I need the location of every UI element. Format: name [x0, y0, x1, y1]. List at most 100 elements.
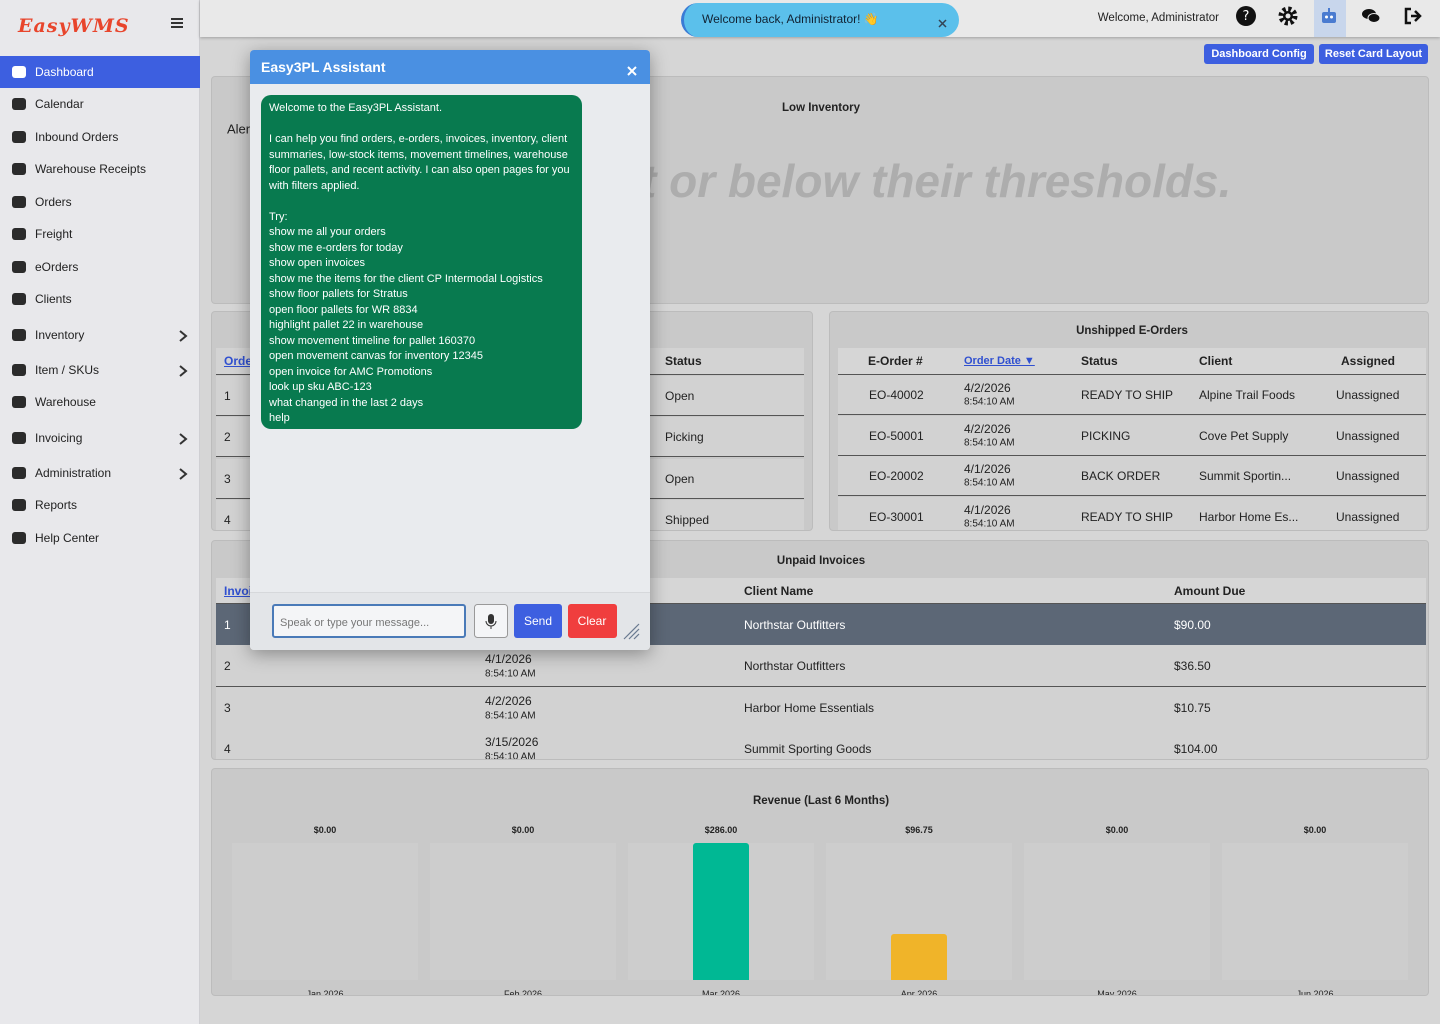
nav-icon-glyph	[12, 196, 26, 208]
nav-item[interactable]: Warehouse Receipts	[0, 153, 200, 185]
assigned: Unassigned	[1336, 469, 1400, 483]
header-icon[interactable]	[1278, 6, 1298, 26]
order-time: 8:54:10 AM	[964, 437, 1015, 449]
nav-icon	[11, 394, 27, 410]
nav-chevron	[178, 432, 188, 445]
send-button[interactable]: Send	[514, 604, 562, 638]
mic-button-glyph	[474, 604, 508, 638]
client-name: Cove Pet Supply	[1199, 429, 1289, 443]
nav-item[interactable]: Calendar	[0, 88, 200, 120]
column-header: Assigned	[1341, 354, 1396, 368]
nav-item[interactable]: Inventory	[0, 319, 200, 351]
table-row	[838, 375, 1426, 415]
toolbar-button[interactable]: Dashboard Config	[1204, 44, 1314, 64]
column-header: Status	[665, 354, 702, 368]
nav-item[interactable]: Item / SKUs	[0, 354, 200, 386]
eorder-status: READY TO SHIP	[1081, 388, 1174, 402]
table-row[interactable]	[216, 645, 1426, 687]
nav-icon	[11, 530, 27, 546]
client-name: Northstar Outfitters	[744, 659, 846, 673]
nav-icon	[11, 291, 27, 307]
nav-chevron	[178, 364, 188, 377]
revenue-card: Revenue (Last 6 Months) $0.00 Jan 2026 $0.0…	[211, 768, 1429, 996]
nav-item[interactable]: Invoicing	[0, 422, 200, 454]
nav-item[interactable]: Administration	[0, 457, 200, 489]
nav-icon	[11, 497, 27, 513]
row-number: 3	[224, 701, 231, 715]
nav-item[interactable]: Help Center	[0, 522, 200, 554]
nav-icon-glyph	[12, 131, 26, 143]
row-number: 2	[224, 659, 231, 673]
nav-item[interactable]: Inbound Orders	[0, 121, 200, 153]
header-icon[interactable]	[1319, 6, 1339, 26]
nav-label: Clients	[35, 292, 72, 306]
order-date: 4/2/2026	[964, 381, 1011, 395]
nav-icon	[11, 64, 27, 80]
suggestion: open invoice for AMC Promotions	[269, 365, 433, 378]
message-input[interactable]: Speak or type your message...	[272, 604, 466, 638]
eorder-status: BACK ORDER	[1081, 469, 1161, 483]
invoice-time: 8:54:10 AM	[485, 668, 536, 680]
nav-label: Warehouse Receipts	[35, 162, 146, 176]
row-number: 2	[224, 430, 231, 444]
value-label: $286.00	[704, 825, 738, 835]
nav-label: Help Center	[35, 531, 100, 545]
mic-button[interactable]	[474, 604, 508, 638]
toolbar-button[interactable]: Reset Card Layout	[1319, 44, 1428, 64]
nav-icon	[11, 226, 27, 242]
menu-toggle-glyph	[171, 18, 183, 28]
message-body: I can help you find orders, e-orders, in…	[269, 133, 570, 192]
column-header: E-Order #	[868, 354, 923, 368]
column-header[interactable]: Order Date ▼	[964, 355, 1035, 367]
eorder-status: READY TO SHIP	[1081, 510, 1174, 524]
category-label: May 2026	[1097, 989, 1137, 996]
nav-label: Freight	[35, 227, 73, 241]
dialog-close[interactable]	[627, 63, 637, 76]
value-label: $0.00	[1303, 825, 1327, 835]
column-header: Client Name	[744, 584, 814, 598]
header-icon-glyph: ?	[1236, 6, 1256, 26]
nav-icon-glyph	[12, 98, 26, 110]
header-icon[interactable]	[1361, 6, 1381, 26]
header-icon[interactable]	[1403, 6, 1423, 26]
nav-item[interactable]: Warehouse	[0, 386, 200, 418]
menu-toggle[interactable]	[170, 16, 184, 30]
nav-icon	[11, 430, 27, 446]
assistant-message: Welcome to the Easy3PL Assistant. I can h…	[261, 95, 582, 429]
nav-item[interactable]: eOrders	[0, 251, 200, 283]
nav-chevron-glyph	[179, 330, 188, 342]
nav-item[interactable]: Reports	[0, 489, 200, 521]
svg-text:?: ?	[1243, 9, 1250, 24]
order-date: 4/1/2026	[964, 462, 1011, 476]
row-number: 4	[224, 742, 231, 756]
resize-handle	[622, 622, 640, 640]
nav-item[interactable]: Clients	[0, 283, 200, 315]
column-header[interactable]: Orde	[224, 354, 253, 368]
bar[interactable]	[891, 933, 947, 980]
nav-label: Invoicing	[35, 431, 83, 445]
bar-track	[232, 843, 418, 980]
table-row[interactable]	[216, 728, 1426, 759]
nav-item[interactable]: Dashboard	[0, 56, 200, 88]
column-header[interactable]: Invoi	[224, 584, 253, 598]
order-date: 4/1/2026	[964, 503, 1011, 517]
assigned: Unassigned	[1336, 388, 1400, 402]
toast: Welcome back, Administrator! 👋	[681, 3, 959, 37]
order-status: Picking	[665, 430, 704, 444]
nav-icon	[11, 362, 27, 378]
bar[interactable]	[693, 843, 749, 980]
nav-label: Orders	[35, 195, 72, 209]
header-icon[interactable]: ?	[1236, 6, 1256, 26]
toast-close[interactable]	[938, 15, 947, 28]
suggestion: show me all your orders	[269, 226, 386, 238]
nav-item[interactable]: Freight	[0, 218, 200, 250]
nav-label: Dashboard	[35, 65, 94, 79]
suggestion: what changed in the last 2 days	[269, 396, 424, 409]
nav-label: Inbound Orders	[35, 130, 119, 144]
order-time: 8:54:10 AM	[964, 518, 1015, 530]
nav-item[interactable]: Orders	[0, 186, 200, 218]
suggestion: look up sku ABC-123	[269, 381, 372, 393]
clear-button[interactable]: Clear	[568, 604, 617, 638]
resize-handle-glyph	[623, 623, 640, 640]
